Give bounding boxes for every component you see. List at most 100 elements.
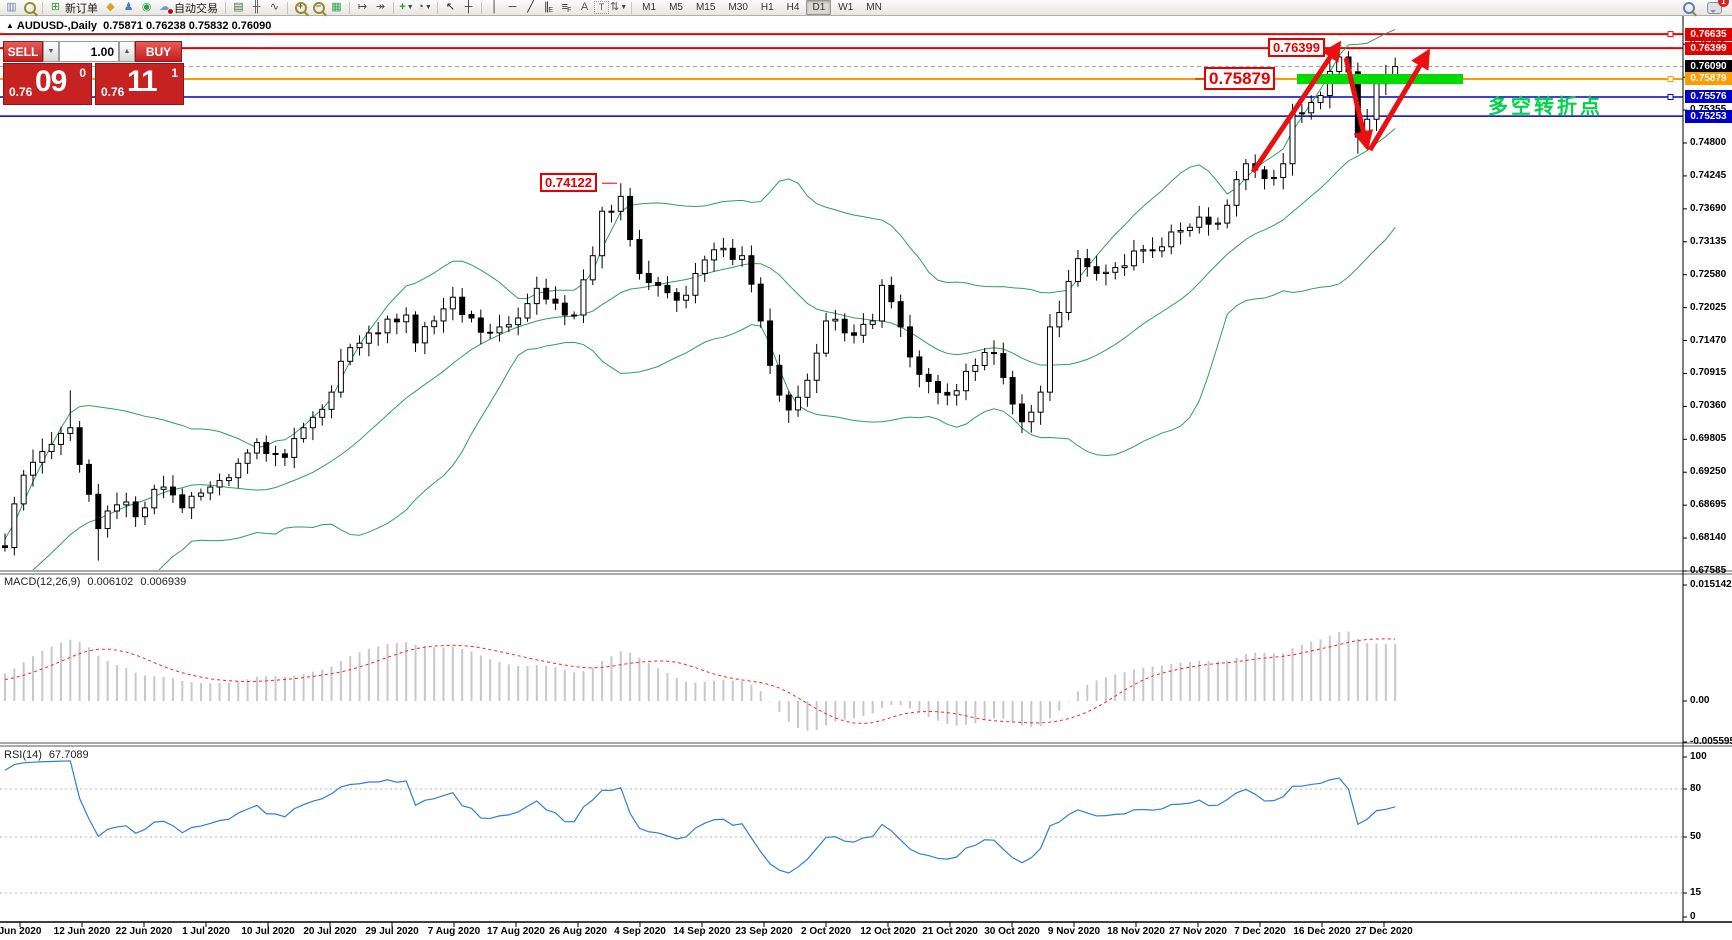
price-axis-label: 0.74245: [1690, 169, 1727, 181]
search-icon[interactable]: [1680, 1, 1697, 15]
annotation-price-label-75879[interactable]: 0.75879: [1204, 66, 1276, 90]
price-axis-label: 0.73690: [1690, 202, 1727, 214]
line-chart-icon[interactable]: ∿: [269, 1, 280, 13]
price-badge-0.75253: 0.75253: [1685, 109, 1732, 123]
chat-icon[interactable]: 1: [1706, 0, 1729, 15]
sell-price-big: 09: [35, 65, 67, 98]
timeframe-button-m1[interactable]: M1: [642, 2, 657, 13]
text-icon[interactable]: A: [580, 1, 589, 13]
arrow-objects-icon[interactable]: ⇅ ▼: [610, 1, 628, 13]
periods-icon[interactable]: ◔ ▼: [417, 1, 432, 13]
timeframe-button-w1[interactable]: W1: [838, 2, 854, 13]
date-label: 27 Dec 2020: [1355, 926, 1413, 937]
price-axis-label: 0.75355: [1690, 104, 1726, 115]
auto-scroll-icon[interactable]: ↠: [375, 1, 386, 13]
timeframe-button-mn[interactable]: MN: [866, 2, 882, 13]
date-label: 18 Nov 2020: [1107, 926, 1165, 937]
rsi-name: RSI(14): [4, 749, 42, 761]
timeframe-button-m30[interactable]: M30: [728, 2, 748, 13]
autotrading-label[interactable]: 自动交易: [174, 2, 218, 15]
candlestick-chart-icon[interactable]: ╫: [252, 1, 261, 13]
crosshair-icon[interactable]: ┼: [464, 1, 473, 13]
trendline-icon[interactable]: ╱: [527, 1, 534, 13]
annotation-price-label-76399[interactable]: 0.76399: [1268, 38, 1325, 58]
trend-arrow-1[interactable]: [1250, 40, 1342, 174]
price-axis-label: 0.72580: [1690, 268, 1727, 280]
toolbar-right: 1: [1680, 0, 1729, 15]
toolbar-separator: [481, 1, 482, 14]
support-zone-bar[interactable]: [1297, 73, 1463, 84]
one-click-trade-panel: SELL ▼ 1.00 ▲ BUY 0.76 09 0 0.76 11 1: [3, 41, 184, 105]
horizontal-level-lines[interactable]: [0, 33, 1683, 117]
buy-price-tile[interactable]: 0.76 11 1: [95, 63, 184, 105]
sell-button[interactable]: SELL: [3, 41, 43, 62]
volume-increase-button[interactable]: ▲: [119, 41, 135, 62]
price-axis-label: 0.68140: [1690, 532, 1727, 544]
price-badge-0.75576: 0.75576: [1685, 90, 1732, 104]
line-drag-handle[interactable]: [1667, 31, 1674, 38]
connection-icon[interactable]: ◉: [141, 1, 152, 13]
bollinger-upper-band: [4, 29, 1396, 540]
timeframe-button-h4[interactable]: H4: [786, 2, 800, 13]
indicators-icon[interactable]: + ▼: [399, 1, 414, 13]
trend-arrow-2[interactable]: [1343, 57, 1374, 151]
volume-input[interactable]: 1.00: [59, 41, 119, 62]
symbol-marker-icon: ▲: [6, 21, 14, 30]
rsi-label: RSI(14) 67.7089: [4, 749, 96, 761]
sell-price-sup: 0: [79, 66, 86, 80]
timeframe-button-h1[interactable]: H1: [760, 2, 774, 13]
equidistant-channel-icon[interactable]: ∥ E: [543, 1, 554, 14]
buy-button[interactable]: BUY: [135, 41, 182, 62]
chart-frame: [0, 16, 1732, 927]
history-center-icon[interactable]: ◆: [106, 1, 115, 13]
date-label: 4 Sep 2020: [614, 926, 666, 937]
cursor-icon[interactable]: ↖: [445, 1, 456, 13]
bar-chart-icon[interactable]: ▤: [233, 1, 244, 13]
annotation-text-note[interactable]: 多空转折点: [1488, 96, 1603, 118]
date-label: 7 Dec 2020: [1234, 926, 1286, 937]
macd-label: MACD(12,26,9) 0.006102 0.006939: [4, 576, 193, 588]
toolbar: ▥ ⊞ 新订单 ◆ ♟ ◉ ☁ 自动交易 ▤ ╫ ∿ + − ▦ ↦ ↠ + ▼ ◔ ▼ ↖ ┼ │ ─ ╱ ∥ E ≡ F A T ⇅ ▼ M1…: [0, 0, 1732, 16]
volume-decrease-button[interactable]: ▼: [43, 41, 59, 62]
price-axis-label: 0.68695: [1690, 499, 1727, 511]
date-label: 22 Jun 2020: [115, 926, 173, 937]
date-label: 27 Nov 2020: [1169, 926, 1227, 937]
new-order-label[interactable]: 新订单: [65, 2, 98, 15]
sell-price-tile[interactable]: 0.76 09 0: [3, 63, 92, 105]
date-label: 1 Jul 2020: [182, 926, 230, 937]
date-label: 12 Oct 2020: [860, 926, 916, 937]
zoom-in-icon[interactable]: +: [292, 1, 309, 15]
trend-arrow-3[interactable]: [1367, 48, 1431, 152]
timeframe-button-m15[interactable]: M15: [695, 2, 716, 13]
profile-icon[interactable]: ♟: [123, 1, 134, 13]
vertical-line-icon[interactable]: │: [491, 1, 498, 13]
macd-axis-label: 0.015142: [1690, 579, 1732, 590]
line-drag-handle[interactable]: [1667, 75, 1674, 82]
toolbar-separator: [42, 1, 43, 14]
macd-signal-value: 0.006939: [140, 576, 187, 588]
annotation-price-label-74122[interactable]: 0.74122: [540, 173, 597, 193]
price-axis-label: 0.74800: [1690, 137, 1727, 148]
autotrading-icon[interactable]: ☁: [156, 1, 174, 15]
horizontal-line-icon[interactable]: ─: [508, 1, 517, 13]
rsi-line: [4, 760, 1396, 874]
tile-windows-icon[interactable]: ▦: [331, 1, 342, 13]
charts-window-icon[interactable]: ▥: [6, 1, 17, 13]
market-watch-icon[interactable]: [21, 1, 38, 15]
timeframe-button-m5[interactable]: M5: [669, 2, 683, 13]
new-order-icon[interactable]: ⊞: [50, 1, 61, 13]
line-drag-handle[interactable]: [1667, 93, 1674, 100]
chart-shift-icon[interactable]: ↦: [357, 1, 368, 13]
rsi-axis-label: 15: [1690, 887, 1702, 898]
price-axis-label: 0.69805: [1690, 433, 1727, 445]
zoom-out-icon[interactable]: −: [310, 1, 327, 15]
price-axis-label: 0.70915: [1690, 367, 1727, 379]
timeframe-button-d1[interactable]: D1: [806, 0, 832, 15]
label-icon[interactable]: T: [594, 1, 609, 14]
price-axis-label: 0.70360: [1690, 400, 1727, 412]
price-axis-label: 0.73135: [1690, 235, 1727, 247]
fibonacci-icon[interactable]: ≡ F: [561, 1, 572, 14]
toolbar-separator: [631, 1, 633, 14]
